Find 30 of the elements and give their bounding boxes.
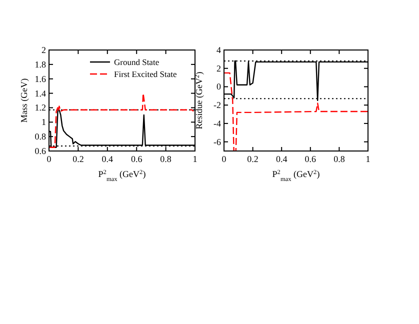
x-tick-label: 0.8 [334,154,346,164]
y-tick-label: -2 [214,100,221,110]
x-axis-title: P$^{2}$$_{max}$ (GeV$^{2}$) [98,168,146,182]
y-tick-label: 1.2 [34,102,46,113]
x-tick-label: 0.6 [130,154,143,164]
legend-label: First Excited State [114,69,178,79]
y-tick-label: 1.6 [34,74,46,84]
y-tick-label: 2 [42,45,46,55]
y-tick-label: 0.8 [34,132,46,142]
y-tick-label: 1.8 [34,59,46,70]
x-axis-title: P$^{2}$$_{max}$ (GeV$^{2}$) [272,168,320,182]
y-tick-label: 1.4 [34,88,46,98]
line-series [49,92,194,148]
y-tick-label: 2 [216,63,221,74]
y-tick-label: -6 [214,136,222,147]
x-tick-label: 1 [192,154,198,164]
y-tick-label: 0.6 [34,146,46,156]
x-tick-label: 0.2 [72,154,84,164]
y-axis-title: Mass (GeV) [19,78,29,123]
x-tick-label: 1 [366,154,370,164]
x-tick-label: 0.4 [276,154,288,164]
x-tick-label: 0.4 [102,154,114,164]
y-tick-label: 1 [42,117,46,128]
x-tick-label: 0.6 [304,154,317,164]
y-tick-label: -4 [214,118,222,128]
x-tick-label: 0.8 [160,154,172,164]
x-tick-label: 0.2 [247,154,258,164]
y-tick-label: 4 [216,45,222,55]
y-tick-label: 0 [216,82,222,92]
legend-label: Ground State [114,57,160,67]
